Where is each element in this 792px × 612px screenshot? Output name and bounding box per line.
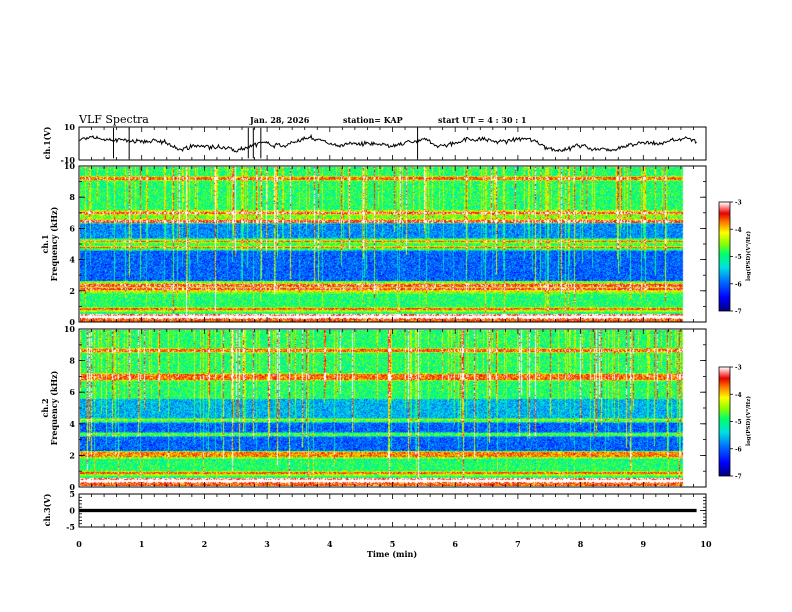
y-tick-label: 6	[69, 387, 75, 397]
ch1-y-ticks: 10 -10	[61, 122, 706, 165]
y-tick-label: 0	[69, 506, 75, 516]
figure-title: VLF Spectra	[78, 113, 149, 126]
start-time-label: start UT = 4 : 30 : 1	[438, 115, 527, 125]
time-tick-label: 7	[515, 539, 521, 549]
ch2-time-ticks	[78, 329, 707, 487]
colorbar-tick-label: -7	[735, 474, 742, 481]
ch1-waveform-panel: 10 -10 ch.1(V)	[42, 122, 707, 165]
ch1-channel-label: ch.1	[40, 234, 50, 253]
ch2-colorbar-label: log(PSD)(V²/Hz)	[745, 396, 752, 446]
y-tick-label: 10	[64, 122, 76, 132]
time-axis-label: Time (min)	[367, 549, 417, 559]
ch1-x-ticks	[78, 127, 707, 160]
y-tick-label: 0	[69, 317, 75, 327]
ch1-waveform-line	[78, 133, 697, 153]
time-tick-label: 2	[202, 539, 208, 549]
colorbar-tick-label: -4	[735, 227, 742, 234]
ch1-colorbar: -3 -4 -5 -6 -7 log(PSD)(V²/Hz)	[718, 200, 752, 316]
y-tick-label: 4	[69, 419, 75, 429]
y-tick-label: 6	[69, 223, 75, 233]
y-tick-label: -10	[61, 155, 76, 165]
time-tick-label: 6	[452, 539, 458, 549]
time-tick-label: 4	[327, 539, 333, 549]
y-tick-label: 10	[64, 324, 76, 334]
ch1-frequency-label: Frequency (kHz)	[49, 206, 59, 281]
date-label: Jan. 28, 2026	[249, 115, 310, 125]
ch1-waveform-ylabel: ch.1(V)	[42, 126, 52, 159]
ch2-frequency-ticks: 0 2 4 6 8 10	[64, 324, 706, 492]
y-tick-label: 0	[69, 482, 75, 492]
colorbar-tick-label: -4	[735, 392, 742, 399]
ch2-colorbar-ticks: -3 -4 -5 -6 -7	[730, 365, 742, 481]
y-tick-label: 4	[69, 255, 75, 265]
ch3-waveform-ylabel: ch.3(V)	[42, 493, 52, 526]
ch2-colorbar: -3 -4 -5 -6 -7 log(PSD)(V²/Hz)	[718, 365, 752, 481]
ch1-colorbar-label: log(PSD)(V²/Hz)	[745, 231, 752, 281]
y-tick-label: 10	[64, 161, 76, 171]
ch3-waveform-band	[79, 508, 697, 513]
y-tick-label: 8	[69, 356, 75, 366]
ch3-waveform-panel: 5 0 -5 ch.3(V)	[42, 489, 707, 532]
time-tick-label: 8	[578, 539, 584, 549]
ch1-colorbar-ticks: -3 -4 -5 -6 -7	[730, 200, 742, 316]
ch1-time-ticks	[78, 166, 707, 322]
time-axis-tick-labels: 0 1 2 3 4 5 6 7 8 9 10	[76, 539, 712, 549]
ch1-spikes	[112, 127, 419, 159]
time-tick-label: 1	[139, 539, 145, 549]
time-tick-label: 9	[641, 539, 647, 549]
station-label: station= KAP	[343, 115, 403, 125]
time-tick-label: 3	[264, 539, 270, 549]
ch2-channel-label: ch.2	[40, 398, 50, 417]
ch2-frequency-label: Frequency (kHz)	[49, 370, 59, 445]
time-tick-label: 10	[700, 539, 712, 549]
colorbar-tick-label: -6	[735, 446, 742, 453]
ch2-colorbar-gradient	[719, 367, 730, 476]
colorbar-tick-label: -5	[735, 254, 742, 261]
y-tick-label: 8	[69, 192, 75, 202]
colorbar-tick-label: -7	[735, 309, 742, 316]
ch3-x-ticks	[78, 494, 707, 527]
colorbar-tick-label: -6	[735, 281, 742, 288]
ch1-spectrogram-image	[80, 167, 692, 322]
time-tick-label: 5	[390, 539, 396, 549]
y-tick-label: 2	[69, 450, 75, 460]
ch3-y-ticks: 5 0 -5	[66, 489, 706, 532]
ch1-frequency-ticks: 0 2 4 6 8 10	[64, 161, 706, 327]
ch2-spectrogram-image	[80, 330, 692, 486]
y-tick-label: 2	[69, 286, 75, 296]
ch1-spectrogram-panel: 0 2 4 6 8 10 ch.1 Frequency (kHz)	[40, 161, 707, 327]
y-tick-label: 5	[69, 489, 75, 499]
colorbar-tick-label: -3	[735, 200, 742, 207]
y-tick-label: -5	[66, 522, 75, 532]
colorbar-tick-label: -3	[735, 365, 742, 372]
ch1-colorbar-gradient	[719, 202, 730, 311]
colorbar-tick-label: -5	[735, 419, 742, 426]
time-tick-label: 0	[76, 539, 82, 549]
ch2-spectrogram-panel: 0 2 4 6 8 10 ch.2 Frequency (kHz)	[40, 324, 707, 492]
